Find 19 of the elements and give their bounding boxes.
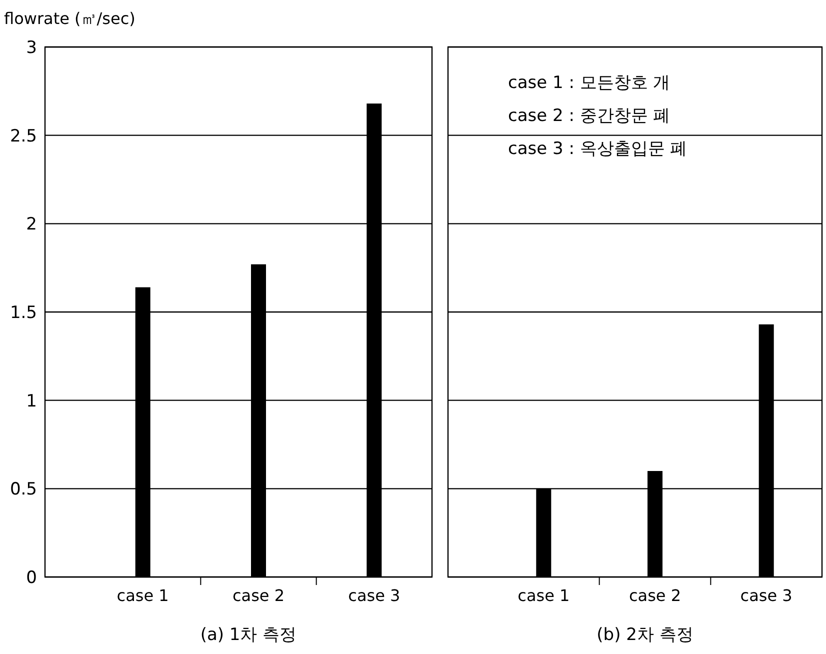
text: (a) 1차 측정 [200, 625, 297, 645]
text: (b) 2차 측정 [596, 625, 694, 645]
x-tick-label: case 1 [116, 586, 169, 605]
y-tick-label: 2.5 [10, 126, 37, 146]
y-tick-label: 1.5 [10, 303, 37, 323]
annotation: case 1 : 모든창호 개 [508, 73, 670, 93]
y-axis-title: flowrate (㎥/sec) [4, 9, 136, 28]
x-tick-label: case 3 [348, 586, 400, 605]
annotation: case 2 : 중간창문 폐 [508, 106, 670, 126]
x-tick-label: case 1 [518, 586, 570, 605]
y-tick-label: 0.5 [10, 480, 37, 500]
x-tick-label: case 2 [232, 586, 285, 605]
annotation: case 3 : 옥상출입문 폐 [508, 139, 688, 159]
y-tick-label: 1 [26, 391, 37, 412]
x-tick-label: case 3 [740, 586, 792, 605]
y-tick-label: 3 [26, 38, 37, 58]
y-tick-label: 0 [26, 568, 37, 588]
x-tick-label: case 2 [628, 586, 682, 605]
y-tick-label: 2 [26, 214, 37, 235]
